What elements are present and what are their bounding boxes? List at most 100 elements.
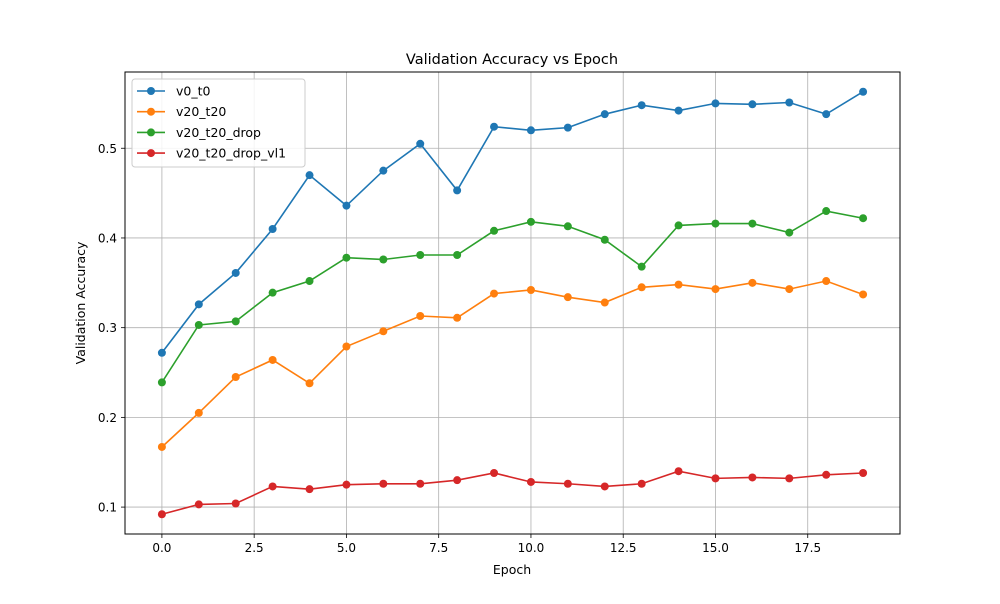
x-tick-label: 5.0	[337, 541, 356, 555]
data-point-v20-t20-drop	[231, 317, 240, 326]
data-point-v20-t20-drop-vl1	[748, 473, 757, 482]
data-point-v0-t0	[416, 139, 425, 148]
data-point-v20-t20-drop-vl1	[822, 470, 831, 479]
data-point-v20-t20	[563, 293, 572, 302]
data-point-v20-t20-drop	[563, 222, 572, 231]
data-point-v0-t0	[194, 300, 203, 309]
data-point-v20-t20-drop	[490, 226, 499, 235]
y-tick-label: 0.2	[98, 411, 117, 425]
data-point-v20-t20	[822, 277, 831, 286]
data-point-v20-t20	[379, 327, 388, 336]
data-point-v0-t0	[674, 106, 683, 115]
legend-label: v20_t20	[176, 104, 226, 119]
series-line-v20-t20-drop	[161, 210, 864, 383]
data-point-v20-t20-drop-vl1	[305, 485, 314, 494]
data-point-v20-t20	[637, 283, 646, 292]
x-tick-label: 2.5	[245, 541, 264, 555]
series-v0-t0	[157, 87, 868, 357]
x-tick-label: 12.5	[610, 541, 637, 555]
data-point-v20-t20-drop	[416, 251, 425, 260]
data-point-v0-t0	[157, 348, 166, 357]
data-point-v0-t0	[526, 126, 535, 135]
data-point-v20-t20-drop-vl1	[379, 479, 388, 488]
data-point-v20-t20-drop-vl1	[711, 474, 720, 483]
data-point-v0-t0	[231, 268, 240, 277]
data-point-v20-t20	[785, 285, 794, 294]
legend: v0_t0 v20_t20 v20_t20_drop v20_t20_drop_vl1	[131, 78, 306, 168]
data-point-v20-t20-drop	[822, 207, 831, 216]
y-axis-label: Validation Accuracy	[73, 241, 88, 364]
data-point-v20-t20	[305, 379, 314, 388]
series-line-v0-t0	[161, 91, 864, 354]
data-point-v20-t20-drop	[711, 219, 720, 228]
data-point-v0-t0	[490, 122, 499, 131]
data-point-v20-t20	[194, 408, 203, 417]
data-point-v0-t0	[600, 110, 609, 119]
legend-label: v20_t20_drop_vl1	[176, 146, 286, 161]
legend-marker	[147, 149, 155, 158]
data-point-v0-t0	[711, 99, 720, 108]
grid	[125, 72, 900, 534]
data-point-v20-t20-drop	[342, 253, 351, 262]
data-point-v20-t20-drop-vl1	[600, 482, 609, 491]
data-point-v20-t20	[416, 312, 425, 321]
data-point-v20-t20	[268, 355, 277, 364]
data-point-v0-t0	[342, 201, 351, 210]
data-point-v20-t20-drop-vl1	[342, 480, 351, 489]
data-point-v0-t0	[379, 166, 388, 175]
x-tick-label: 10.0	[518, 541, 545, 555]
data-point-v0-t0	[822, 110, 831, 119]
data-point-v20-t20-drop-vl1	[194, 500, 203, 509]
data-point-v20-t20-drop	[194, 320, 203, 329]
x-axis-label: Epoch	[493, 562, 531, 577]
data-point-v20-t20-drop	[453, 251, 462, 260]
data-point-v20-t20-drop-vl1	[268, 482, 277, 491]
y-tick-label: 0.3	[98, 321, 117, 335]
series-v20-t20	[157, 277, 868, 451]
data-point-v20-t20-drop-vl1	[674, 467, 683, 476]
legend-item-v20-t20-drop: v20_t20_drop	[137, 125, 261, 140]
data-point-v0-t0	[563, 123, 572, 132]
series-group	[157, 87, 868, 519]
data-point-v20-t20	[674, 280, 683, 289]
data-point-v20-t20	[453, 313, 462, 322]
chart-title: Validation Accuracy vs Epoch	[406, 52, 618, 68]
data-point-v20-t20-drop-vl1	[490, 468, 499, 477]
data-point-v20-t20	[342, 342, 351, 351]
legend-item-v20-t20: v20_t20	[137, 104, 226, 119]
data-point-v20-t20	[711, 285, 720, 294]
data-point-v20-t20	[600, 298, 609, 307]
data-point-v20-t20-drop	[268, 288, 277, 297]
data-point-v20-t20-drop-vl1	[526, 477, 535, 486]
data-point-v20-t20-drop-vl1	[859, 468, 868, 477]
data-point-v20-t20-drop-vl1	[637, 479, 646, 488]
data-point-v0-t0	[305, 171, 314, 180]
legend-label: v20_t20_drop	[176, 125, 261, 140]
data-point-v20-t20-drop	[674, 221, 683, 230]
data-point-v20-t20-drop	[785, 228, 794, 237]
x-axis-ticks: 0.0 2.5 5.0 7.5 10.0 12.5 15.0 17.5	[152, 534, 821, 555]
data-point-v20-t20	[490, 289, 499, 298]
x-tick-label: 15.0	[702, 541, 729, 555]
data-point-v20-t20-drop-vl1	[563, 479, 572, 488]
data-point-v0-t0	[748, 100, 757, 109]
data-point-v20-t20	[748, 278, 757, 287]
legend-item-v20-t20-drop-vl1: v20_t20_drop_vl1	[137, 146, 286, 161]
data-point-v0-t0	[268, 224, 277, 233]
data-point-v20-t20	[859, 290, 868, 299]
series-line-v20-t20	[161, 280, 864, 448]
data-point-v20-t20-drop	[526, 217, 535, 226]
data-point-v20-t20	[157, 442, 166, 451]
data-point-v20-t20	[231, 373, 240, 382]
legend-marker	[147, 87, 155, 95]
data-point-v20-t20-drop	[600, 235, 609, 244]
data-point-v0-t0	[859, 87, 868, 96]
x-tick-label: 17.5	[794, 541, 821, 555]
data-point-v20-t20-drop-vl1	[231, 499, 240, 508]
data-point-v20-t20-drop-vl1	[785, 474, 794, 483]
data-point-v20-t20-drop	[748, 219, 757, 228]
data-point-v20-t20-drop	[305, 277, 314, 286]
y-tick-label: 0.4	[98, 231, 117, 245]
